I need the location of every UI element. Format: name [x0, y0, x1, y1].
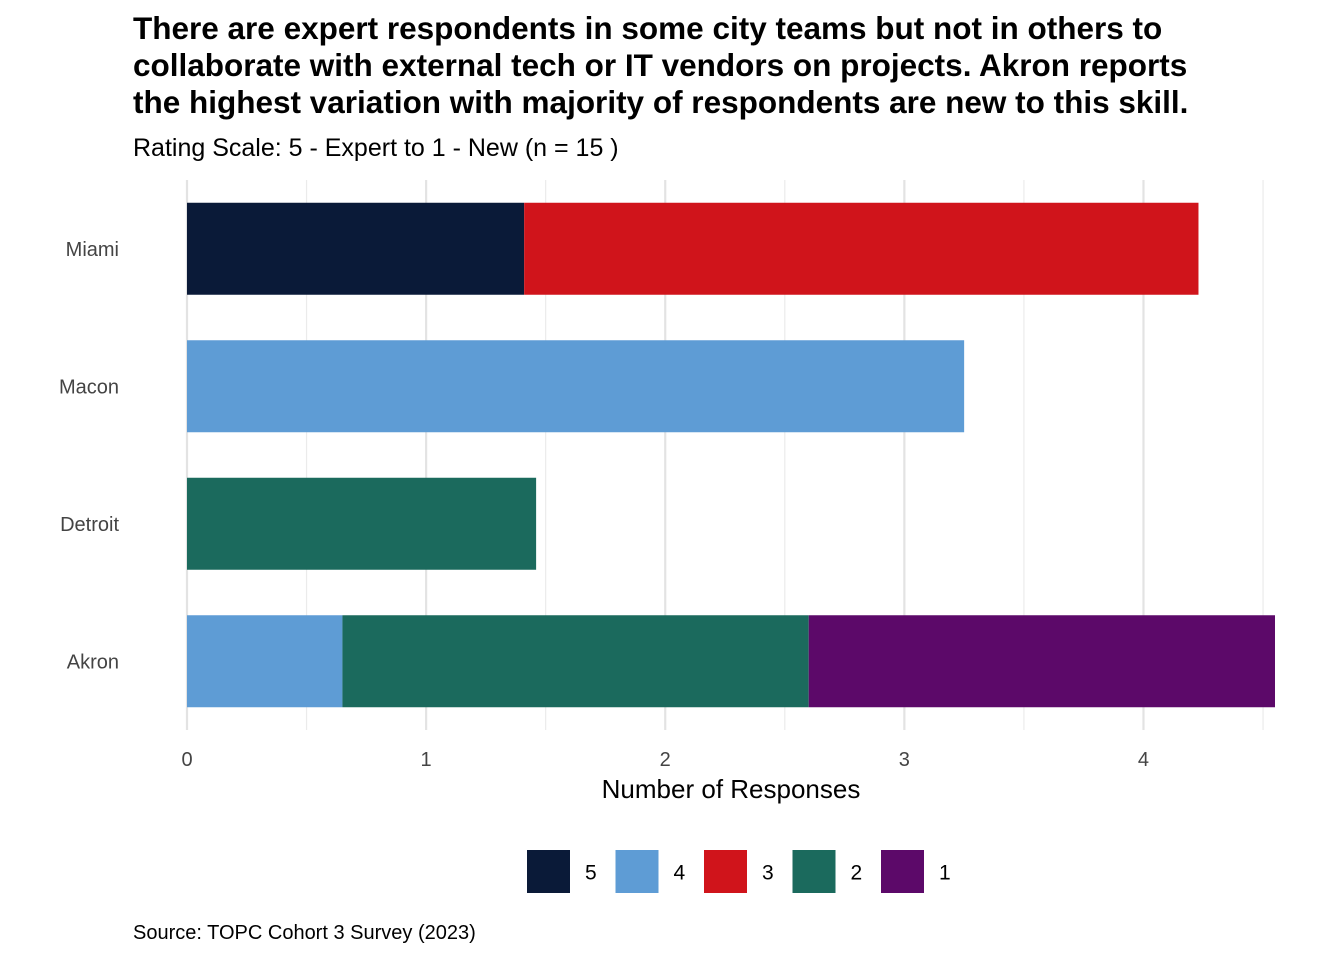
bar-segment	[524, 202, 1199, 295]
legend-label: 4	[674, 862, 686, 885]
source-caption: Source: TOPC Cohort 3 Survey (2023)	[133, 922, 476, 944]
x-tick-label: 3	[899, 749, 910, 771]
y-tick-label: Detroit	[60, 514, 119, 536]
bar-segment	[187, 477, 537, 570]
x-tick-label: 4	[1138, 749, 1149, 771]
legend-label: 5	[585, 862, 597, 885]
chart-title-line: collaborate with external tech or IT ven…	[133, 47, 1188, 83]
y-tick-label: Macon	[59, 376, 119, 398]
legend-key	[615, 850, 659, 893]
chart-title: There are expert respondents in some cit…	[133, 10, 1328, 121]
chart-subtitle: Rating Scale: 5 - Expert to 1 - New (n =…	[133, 134, 619, 162]
legend-label: 2	[851, 862, 863, 885]
chart-title-line: the highest variation with majority of r…	[133, 84, 1189, 120]
chart-title-line: There are expert respondents in some cit…	[133, 10, 1163, 46]
legend-key	[792, 850, 836, 893]
y-tick-label: Miami	[66, 239, 119, 261]
x-tick-label: 0	[181, 749, 192, 771]
bar-segment	[342, 615, 809, 708]
bar-segment	[187, 615, 343, 708]
legend-label: 3	[762, 862, 774, 885]
x-tick-label: 2	[660, 749, 671, 771]
legend-key	[527, 850, 570, 893]
legend-key	[881, 850, 924, 893]
legend-key	[704, 850, 747, 893]
y-tick-label: Akron	[67, 651, 119, 673]
bar-segment	[187, 202, 525, 295]
x-axis-title: Number of Responses	[602, 774, 861, 804]
x-tick-label: 1	[421, 749, 432, 771]
legend-label: 1	[939, 862, 951, 885]
bar-segment	[187, 340, 965, 433]
bar-segment	[808, 615, 1275, 708]
